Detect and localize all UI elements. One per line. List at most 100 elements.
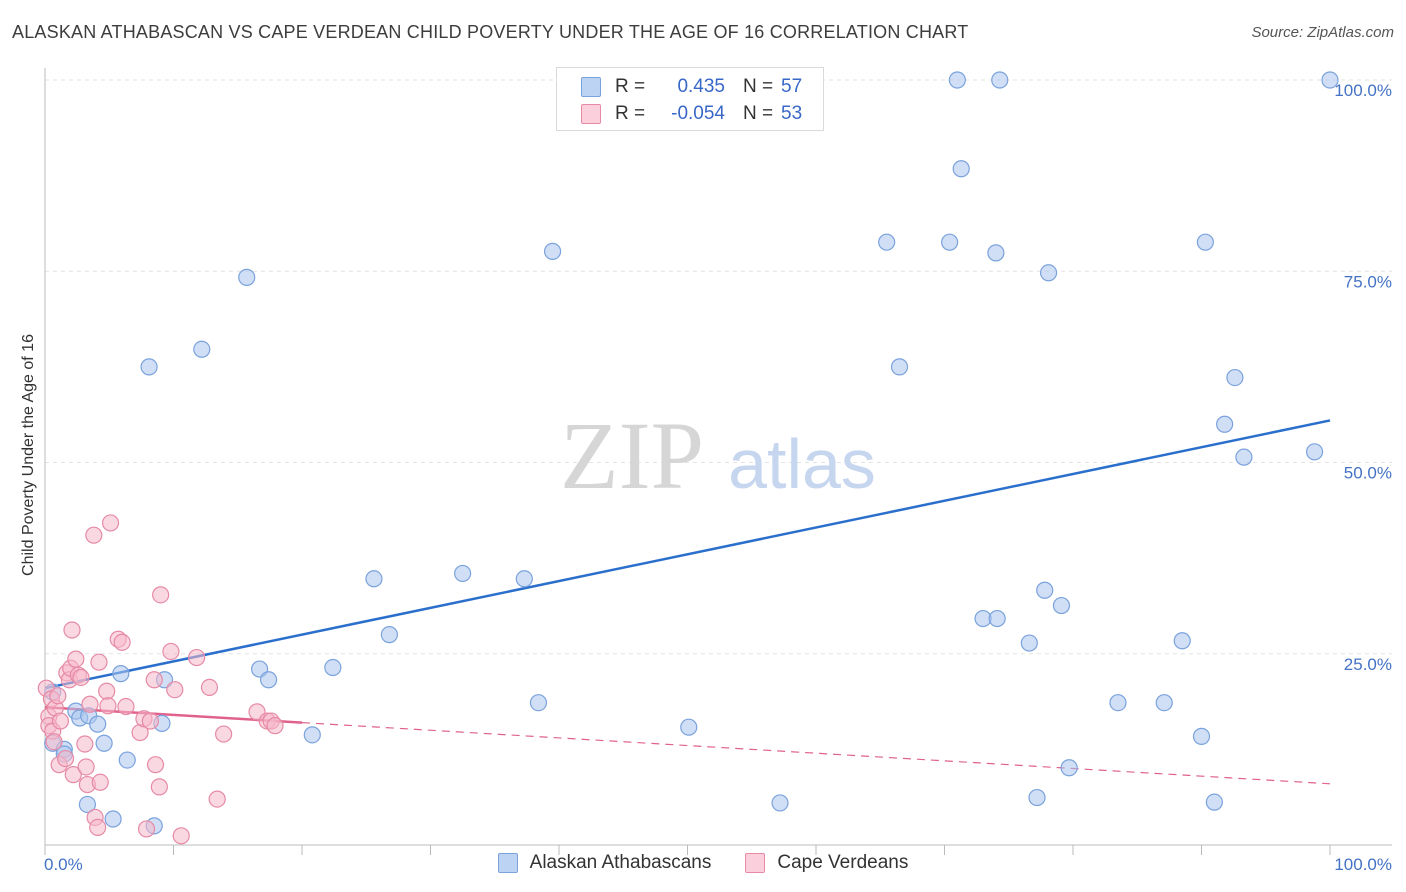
data-point-athabascan — [89, 715, 107, 733]
data-point-cape-verdean — [81, 695, 99, 713]
data-point-athabascan — [1216, 415, 1234, 433]
data-point-cape-verdean — [117, 697, 135, 716]
data-point-cape-verdean — [63, 621, 81, 639]
legend-label-cape-verdeans: Cape Verdeans — [777, 852, 909, 873]
data-point-athabascan — [680, 718, 698, 736]
trendline-cape-verdeans-dashed — [301, 722, 1331, 785]
legend-swatch-blue — [581, 77, 601, 97]
data-point-athabascan — [515, 570, 533, 588]
data-point-cape-verdean — [51, 712, 70, 730]
data-point-athabascan — [104, 810, 122, 828]
data-point-cape-verdean — [152, 586, 170, 604]
data-point-athabascan — [1196, 233, 1214, 251]
data-point-athabascan — [948, 71, 966, 89]
legend-n-value: 57 — [781, 76, 803, 97]
data-point-athabascan — [1173, 632, 1191, 650]
data-point-athabascan — [118, 751, 136, 769]
data-point-cape-verdean — [150, 778, 168, 796]
legend-n-label: N = — [743, 103, 774, 124]
legend-r-label: R = — [615, 76, 646, 97]
data-point-athabascan — [1028, 788, 1046, 807]
series-alaskan-athabascans — [44, 71, 1339, 835]
data-point-athabascan — [95, 734, 113, 752]
data-point-cape-verdean — [90, 653, 108, 671]
data-point-athabascan — [1235, 448, 1253, 466]
data-point-cape-verdean — [166, 681, 184, 699]
data-point-athabascan — [771, 794, 789, 812]
legend-label-athabascans: Alaskan Athabascans — [529, 852, 712, 873]
data-point-athabascan — [988, 609, 1006, 628]
legend-row-athabascans: R = 0.435 N = 57 — [581, 75, 802, 99]
legend-n-label: N = — [743, 76, 774, 97]
data-point-cape-verdean — [200, 678, 219, 697]
data-point-athabascan — [193, 340, 211, 358]
data-point-cape-verdean — [64, 766, 82, 784]
y-axis-title: Child Poverty Under the Age of 16 — [20, 334, 37, 576]
legend-r-value: 0.435 — [677, 76, 725, 97]
data-point-athabascan — [1305, 443, 1324, 461]
series-cape-verdeans — [37, 514, 284, 845]
data-point-cape-verdean — [56, 749, 75, 768]
data-point-athabascan — [543, 242, 562, 260]
data-point-athabascan — [987, 244, 1005, 262]
chart-title: ALASKAN ATHABASCAN VS CAPE VERDEAN CHILD… — [12, 22, 969, 42]
data-point-cape-verdean — [172, 827, 190, 845]
data-point-athabascan — [365, 570, 383, 588]
data-point-athabascan — [1036, 581, 1054, 599]
data-point-cape-verdean — [188, 648, 206, 667]
data-point-cape-verdean — [113, 633, 131, 651]
data-point-cape-verdean — [215, 725, 233, 743]
data-point-athabascan — [324, 658, 342, 677]
y-tick-label: 100.0% — [1334, 81, 1392, 100]
data-point-athabascan — [1155, 694, 1173, 712]
legend-item-athabascans: Alaskan Athabascans — [497, 852, 712, 874]
data-point-athabascan — [1109, 694, 1127, 712]
source-label: Source: ZipAtlas.com — [1251, 24, 1394, 41]
data-point-cape-verdean — [91, 773, 109, 791]
data-point-athabascan — [1205, 793, 1223, 811]
data-point-athabascan — [1192, 727, 1211, 745]
x-tick-label: 0.0% — [44, 855, 83, 874]
watermark-atlas: atlas — [728, 425, 876, 503]
data-point-cape-verdean — [162, 642, 180, 661]
data-point-athabascan — [1052, 596, 1071, 615]
data-point-cape-verdean — [77, 758, 95, 776]
data-point-cape-verdean — [49, 687, 67, 705]
data-point-athabascan — [303, 726, 321, 744]
x-tick-label: 100.0% — [1334, 855, 1392, 874]
data-point-athabascan — [529, 694, 548, 712]
data-point-athabascan — [952, 160, 970, 178]
legend-swatch-pink — [745, 853, 766, 873]
data-point-cape-verdean — [137, 820, 156, 838]
data-point-athabascan — [1039, 264, 1058, 282]
data-point-cape-verdean — [76, 735, 94, 753]
data-point-athabascan — [454, 564, 472, 583]
data-point-athabascan — [238, 268, 256, 286]
data-point-cape-verdean — [45, 733, 63, 751]
legend-n-value: 53 — [781, 103, 803, 124]
watermark-zip: ZIP — [560, 402, 704, 509]
trendline-athabascans-solid — [44, 419, 1331, 690]
legend-r-value: -0.054 — [671, 103, 725, 124]
data-point-athabascan — [1020, 634, 1038, 652]
gridlines — [45, 79, 1392, 655]
data-point-athabascan — [112, 665, 130, 683]
data-point-cape-verdean — [146, 756, 165, 774]
correlation-legend: R = 0.435 N = 57 R = -0.054 N = 53 — [556, 67, 824, 131]
data-point-cape-verdean — [141, 712, 159, 730]
y-tick-label: 25.0% — [1344, 655, 1392, 674]
legend-swatch-blue — [497, 853, 518, 873]
data-point-athabascan — [1226, 368, 1244, 387]
data-point-athabascan — [878, 233, 896, 251]
data-point-cape-verdean — [89, 818, 107, 837]
data-point-athabascan — [890, 358, 909, 376]
series-legend: Alaskan Athabascans Cape Verdeans — [0, 852, 1406, 874]
data-point-cape-verdean — [266, 717, 284, 735]
legend-row-cape-verdeans: R = -0.054 N = 53 — [581, 102, 802, 126]
data-point-athabascan — [78, 795, 97, 814]
legend-swatch-pink — [581, 104, 601, 124]
y-tick-label: 50.0% — [1344, 464, 1392, 483]
data-point-cape-verdean — [208, 790, 226, 808]
legend-item-cape-verdeans: Cape Verdeans — [745, 852, 908, 874]
